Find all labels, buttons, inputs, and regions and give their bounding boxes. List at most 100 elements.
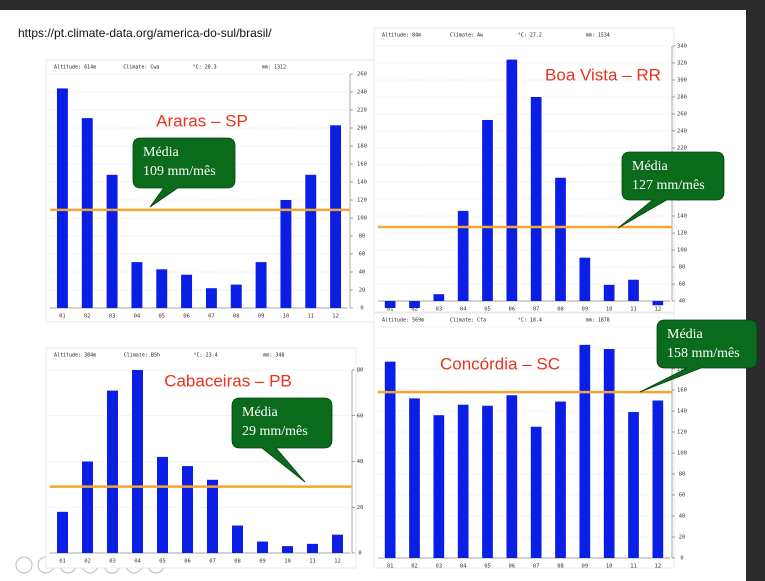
x-tick-label: 11 — [630, 307, 637, 313]
y-tick-label: 60 — [357, 413, 364, 419]
bar — [555, 177, 566, 301]
bar — [305, 174, 317, 308]
bars — [56, 88, 342, 309]
x-tick-label: 10 — [606, 564, 613, 570]
y-tick-label: 220 — [357, 108, 367, 114]
bar — [107, 390, 118, 553]
bar — [181, 274, 193, 308]
bar — [555, 401, 566, 558]
x-tick-label: 09 — [582, 564, 589, 570]
x-tick-label: 01 — [59, 314, 66, 320]
station-info: °C: 20.3 — [193, 65, 217, 71]
y-tick-label: 220 — [677, 146, 687, 152]
y-tick-label: 160 — [357, 162, 367, 168]
chart-title: Boa Vista – RR — [545, 65, 661, 84]
bar — [307, 543, 318, 553]
y-tick-label: 0 — [358, 551, 361, 557]
y-tick-label: 40 — [679, 299, 686, 305]
bar — [628, 412, 639, 558]
y-tick-label: 80 — [357, 368, 364, 374]
bar — [56, 88, 68, 309]
bar — [603, 349, 615, 558]
bar — [482, 405, 493, 558]
x-tick-label: 12 — [332, 314, 339, 320]
x-tick-label: 07 — [533, 564, 540, 570]
y-tick-label: 40 — [357, 459, 364, 465]
x-tick-label: 08 — [233, 314, 240, 320]
y-tick-label: 240 — [357, 90, 367, 96]
x-tick-label: 05 — [484, 564, 491, 570]
y-tick-label: 80 — [679, 265, 686, 271]
station-info: mm: 1312 — [262, 65, 286, 71]
bar — [628, 279, 639, 301]
bar — [433, 415, 445, 558]
y-tick-label: 140 — [677, 409, 687, 415]
callout-value: 127 mm/mês — [632, 178, 705, 193]
station-info: Climate: BSh — [124, 353, 160, 359]
x-tick-label: 06 — [509, 564, 516, 570]
callout-value: 109 mm/mês — [143, 164, 216, 179]
bar — [132, 370, 143, 553]
x-tick-label: 09 — [582, 307, 589, 313]
chart: Altitude: 384m Climate: BSh °C: 23.4 mm: 34… — [45, 347, 364, 569]
callout — [231, 397, 333, 483]
bar — [506, 59, 518, 301]
callout — [132, 137, 236, 208]
x-tick-label: 02 — [84, 314, 91, 320]
bar — [457, 210, 469, 301]
x-tick-label: 09 — [259, 559, 266, 565]
bar — [652, 301, 664, 306]
y-tick-label: 120 — [677, 430, 687, 436]
x-tick-label: 02 — [84, 559, 91, 565]
bar — [579, 344, 591, 558]
station-info: Climate: Cfa — [450, 318, 486, 324]
x-tick-label: 07 — [533, 307, 540, 313]
bar — [330, 125, 342, 308]
x-tick-label: 06 — [184, 559, 191, 565]
x-tick-label: 12 — [334, 559, 341, 565]
bar — [230, 284, 242, 308]
y-tick-label: 280 — [677, 95, 687, 101]
toolbar-button[interactable] — [15, 556, 33, 574]
x-tick-label: 08 — [557, 307, 564, 313]
x-tick-label: 04 — [460, 564, 467, 570]
y-tick-label: 60 — [679, 282, 686, 288]
chart-panel — [373, 312, 675, 569]
y-tick-label: 320 — [677, 61, 687, 67]
callout-label: Média — [143, 145, 180, 160]
x-tick-label: 10 — [606, 307, 613, 313]
bar — [57, 511, 68, 553]
y-tick-label: 180 — [357, 144, 367, 150]
bars — [57, 370, 343, 553]
x-tick-label: 08 — [557, 564, 564, 570]
x-tick-label: 03 — [109, 559, 116, 565]
y-tick-label: 100 — [677, 451, 687, 457]
x-tick-label: 03 — [109, 314, 116, 320]
y-tick-label: 0 — [360, 306, 363, 312]
callout-value: 29 mm/mês — [242, 424, 308, 439]
y-tick-label: 200 — [357, 126, 367, 132]
x-tick-label: 03 — [436, 564, 443, 570]
x-tick-label: 05 — [159, 559, 166, 565]
x-tick-label: 11 — [307, 314, 314, 320]
x-tick-label: 01 — [387, 564, 394, 570]
x-tick-label: 05 — [158, 314, 165, 320]
bar — [384, 361, 396, 558]
bar — [579, 257, 591, 301]
x-tick-label: 08 — [234, 559, 241, 565]
x-tick-label: 06 — [509, 307, 516, 313]
station-info: °C: 27.2 — [518, 33, 542, 39]
callout-label: Média — [667, 327, 704, 342]
bar — [282, 546, 293, 553]
x-tick-label: 04 — [134, 314, 141, 320]
station-info: mm: 1534 — [586, 33, 610, 39]
x-tick-label: 02 — [411, 564, 418, 570]
y-tick-label: 60 — [359, 252, 366, 258]
bar — [82, 461, 93, 553]
chart: Altitude: 84m Climate: Aw °C: 27.2 mm: 1534… — [373, 27, 725, 313]
bar — [506, 395, 518, 558]
y-tick-label: 20 — [359, 288, 366, 294]
x-tick-label: 04 — [460, 307, 467, 313]
bar — [603, 284, 615, 301]
